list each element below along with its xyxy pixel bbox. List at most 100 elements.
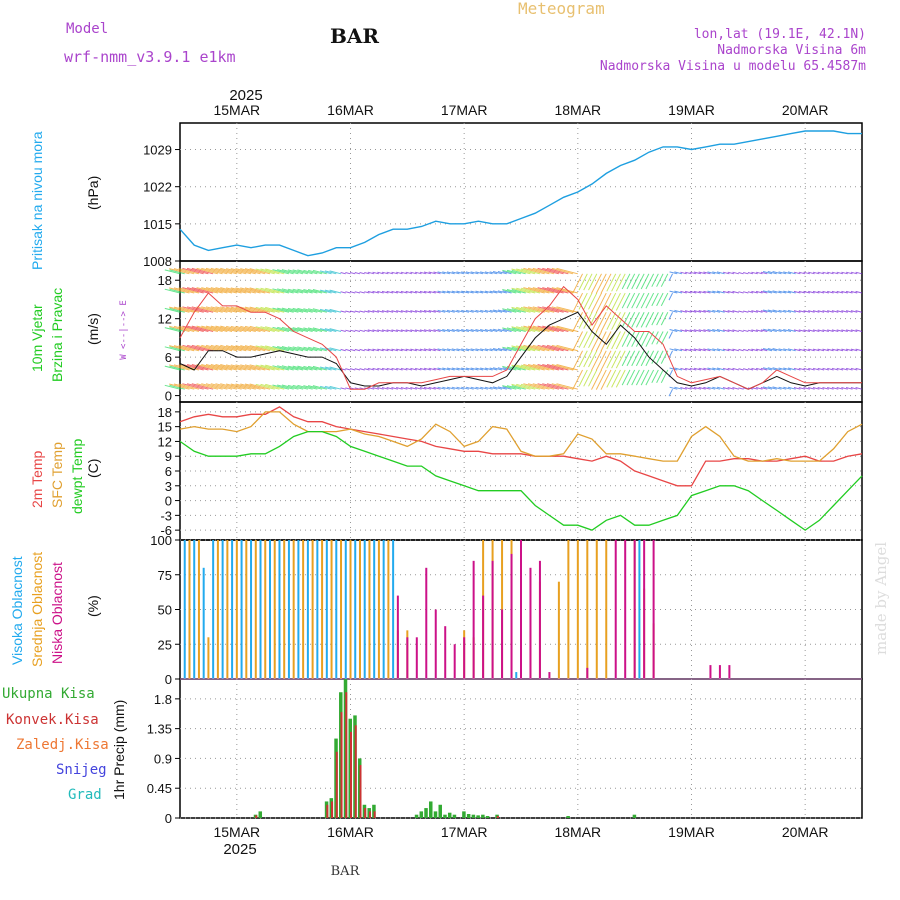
wind-vector bbox=[173, 383, 195, 390]
cloud-ytick-label: 100 bbox=[150, 533, 172, 548]
wind-vector bbox=[502, 290, 512, 294]
wind-vector bbox=[480, 271, 488, 275]
chart-title: BAR bbox=[330, 24, 379, 48]
cloud-mid-bar bbox=[226, 540, 229, 679]
wind-vector bbox=[465, 367, 474, 371]
wind-vector bbox=[201, 325, 223, 332]
wind-vector bbox=[645, 331, 655, 347]
wind-vector bbox=[419, 348, 427, 352]
wind-vector bbox=[169, 307, 185, 313]
wind-vector bbox=[527, 325, 550, 332]
wind-vector bbox=[446, 367, 455, 371]
wind-vector bbox=[349, 272, 356, 275]
wind-vector bbox=[244, 345, 266, 352]
wind-vector bbox=[265, 287, 285, 294]
wind-vector bbox=[497, 367, 507, 371]
wind-vector bbox=[520, 326, 541, 332]
wind-vector bbox=[414, 348, 422, 352]
wind-vector bbox=[442, 329, 451, 332]
precip-total-bar bbox=[466, 814, 471, 818]
wind-vector bbox=[606, 369, 617, 388]
wind-vector bbox=[743, 272, 749, 275]
wind-vector bbox=[542, 267, 564, 275]
top-date-tick-label: 19MAR bbox=[668, 102, 715, 118]
wind-vector bbox=[698, 329, 706, 332]
wind-vector bbox=[762, 290, 773, 294]
wind-vector bbox=[680, 271, 687, 275]
wind-vector bbox=[272, 269, 290, 275]
wind-vector bbox=[359, 368, 365, 371]
wind-vector bbox=[372, 387, 380, 390]
wind-vector bbox=[235, 364, 256, 371]
wind-vector bbox=[405, 348, 413, 352]
wind-vector bbox=[475, 367, 484, 371]
wind-vector bbox=[240, 268, 261, 275]
wind-vector bbox=[631, 312, 640, 328]
wind-vector bbox=[423, 329, 432, 332]
precip-total-bar bbox=[452, 814, 457, 818]
wind-vector bbox=[722, 290, 730, 294]
wind-vector bbox=[349, 368, 356, 371]
wind-vector bbox=[660, 331, 669, 345]
wind-vector bbox=[640, 273, 650, 290]
temp-ylabel-3: dewpt Temp bbox=[69, 439, 85, 514]
wind-vector bbox=[287, 288, 304, 294]
wind-vector bbox=[588, 331, 598, 349]
cloud-ytick-label: 25 bbox=[158, 637, 172, 652]
cloud-high-bar bbox=[382, 540, 385, 679]
wind-vector bbox=[727, 271, 735, 275]
wind-vector bbox=[437, 290, 446, 294]
wind-vector bbox=[606, 312, 617, 330]
wind-vector bbox=[656, 350, 664, 364]
precip-convective-bar bbox=[354, 725, 357, 818]
wind-vector bbox=[215, 364, 237, 371]
wind-vector bbox=[755, 367, 763, 371]
wind-vector bbox=[414, 367, 422, 371]
wind-vector bbox=[367, 271, 375, 275]
temperature-ytick-label: 6 bbox=[165, 464, 172, 479]
bottom-date-tick-label: 18MAR bbox=[554, 824, 601, 840]
wind-vector bbox=[778, 290, 787, 294]
wind-vector bbox=[793, 310, 801, 313]
cloud-mid-bar bbox=[586, 540, 589, 679]
wind-vector bbox=[461, 348, 470, 352]
wind-vector bbox=[532, 306, 555, 313]
wind-vector bbox=[240, 325, 261, 332]
wind-vector bbox=[497, 386, 507, 390]
wind-vector bbox=[210, 267, 233, 275]
wind-vector bbox=[798, 290, 806, 294]
wind-vector bbox=[428, 329, 436, 332]
top-date-axis: 15MAR 16MAR 17MAR 18MAR 19MAR 20MAR bbox=[213, 102, 828, 118]
wind-vector bbox=[783, 367, 792, 371]
wind-vector bbox=[747, 368, 754, 371]
wind-vector bbox=[456, 367, 465, 371]
precip-convective-bar bbox=[368, 811, 371, 818]
wind-vector bbox=[419, 271, 427, 275]
wind-vector bbox=[244, 325, 266, 332]
wind-vector bbox=[484, 329, 493, 332]
wind-vector bbox=[693, 290, 702, 294]
wind-vector bbox=[367, 329, 375, 332]
wind-vector bbox=[377, 367, 384, 371]
wind-vector bbox=[783, 309, 792, 313]
wind-vector bbox=[497, 309, 507, 313]
wind-ytick-label: 6 bbox=[165, 350, 172, 365]
wind-vector bbox=[822, 271, 829, 275]
wind-vector bbox=[324, 270, 337, 275]
cloud-mid-bar bbox=[567, 540, 570, 679]
wind-vector bbox=[169, 327, 185, 332]
wind-vector bbox=[287, 365, 304, 371]
wind-vector bbox=[225, 364, 247, 371]
wind-vector bbox=[303, 289, 318, 294]
wind-vector bbox=[755, 329, 763, 332]
wind-vector bbox=[684, 329, 692, 332]
wind-vector bbox=[470, 290, 479, 294]
wind-vector bbox=[645, 312, 655, 328]
wind-vector bbox=[615, 292, 626, 311]
precip-convective-bar bbox=[359, 765, 362, 818]
wind-vector bbox=[812, 387, 820, 390]
wind-vector bbox=[793, 290, 801, 294]
wind-vector bbox=[391, 348, 398, 352]
wind-vector bbox=[651, 273, 659, 287]
